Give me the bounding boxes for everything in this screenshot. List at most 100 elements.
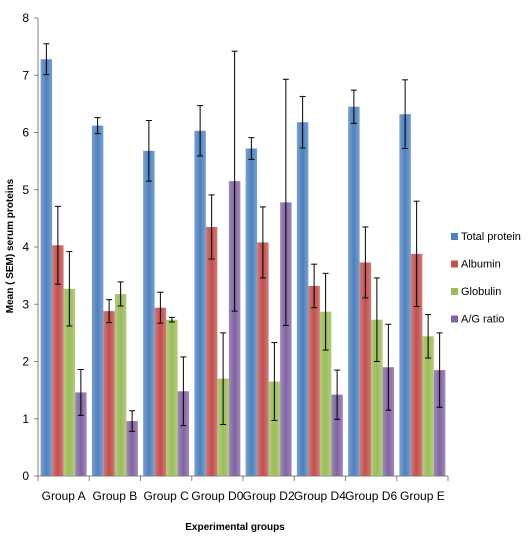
error-bar (180, 356, 187, 427)
bar (166, 319, 178, 476)
bar (280, 202, 292, 476)
bar (245, 148, 258, 476)
legend-item: Albumin (451, 259, 501, 271)
x-tick-label: Group D2 (243, 489, 295, 503)
y-axis-ticks: 0 1 2 3 4 5 6 7 8 (22, 11, 38, 483)
bar (382, 367, 395, 476)
bar (126, 421, 138, 476)
legend-swatch (451, 260, 458, 268)
bar (52, 245, 64, 476)
error-bar (436, 332, 443, 408)
bar (359, 262, 372, 476)
y-axis-label: Mean ( SEM) serum proteins (5, 178, 16, 313)
bar (371, 319, 383, 476)
bar (410, 253, 423, 476)
bar (194, 130, 206, 476)
y-tick-label: 1 (22, 412, 29, 426)
error-bar (117, 281, 124, 307)
legend-label: Globulin (461, 286, 501, 298)
error-bar (271, 342, 278, 421)
bar (217, 378, 229, 476)
x-tick-label: Group D0 (191, 489, 243, 503)
error-bar (197, 105, 204, 157)
x-tick-label: Group E (400, 489, 445, 503)
error-bar (259, 206, 266, 279)
bar (268, 381, 281, 476)
error-bar (129, 410, 136, 432)
bar (308, 285, 320, 476)
error-bar (373, 277, 380, 362)
error-bar (145, 119, 152, 182)
error-bar (168, 316, 175, 323)
x-tick-label: Group D6 (345, 489, 397, 503)
error-bar (362, 226, 369, 299)
error-bar (94, 117, 101, 135)
bar (228, 181, 241, 476)
error-bar (322, 272, 329, 351)
y-tick-label: 6 (22, 126, 29, 140)
legend-label: A/G ratio (461, 314, 504, 326)
bar (63, 288, 76, 476)
error-bar (248, 137, 255, 160)
bar (399, 114, 411, 477)
error-bar (220, 332, 227, 425)
error-bar (282, 78, 289, 326)
bar (331, 394, 343, 476)
x-tick-label: Group C (143, 489, 189, 503)
error-bar (106, 299, 113, 324)
error-bar (425, 314, 432, 359)
bar (319, 311, 332, 476)
x-axis-ticks: Group A Group B Group C Group D0 Group D2 Gro… (37, 476, 449, 503)
bar (91, 125, 104, 476)
error-bar (385, 323, 392, 411)
bar (75, 392, 87, 476)
legend-swatch (451, 315, 458, 323)
bar (433, 370, 446, 476)
error-bar (231, 50, 238, 312)
error-bar (43, 43, 50, 76)
legend: Total protein Albumin Globulin A/G ratio (451, 231, 521, 326)
bar (296, 122, 309, 476)
y-tick-label: 7 (22, 68, 29, 82)
x-axis-label: Experimental groups (185, 522, 285, 533)
bar (348, 106, 360, 477)
legend-item: Globulin (451, 286, 501, 298)
error-bar (350, 89, 357, 124)
bar (422, 336, 434, 476)
bar (114, 293, 127, 476)
error-bar (413, 200, 420, 308)
error-bar (77, 369, 84, 416)
x-tick-label: Group D4 (294, 489, 346, 503)
bar (143, 150, 155, 476)
error-bar (311, 263, 318, 309)
bar (40, 59, 53, 476)
y-tick-label: 8 (22, 11, 29, 25)
error-bar (402, 79, 409, 150)
y-tick-label: 2 (22, 355, 29, 369)
y-tick-label: 0 (22, 469, 29, 483)
error-bar (334, 369, 341, 420)
error-bar (157, 291, 164, 324)
plot-area (37, 18, 448, 477)
bar (205, 226, 218, 476)
bar (177, 391, 190, 476)
legend-item: A/G ratio (451, 314, 504, 326)
legend-swatch (451, 233, 458, 240)
x-tick-label: Group A (42, 489, 86, 503)
error-bar (208, 194, 215, 260)
error-bar (66, 251, 73, 327)
legend-item: Total protein (451, 231, 521, 243)
y-tick-label: 3 (22, 297, 29, 311)
y-tick-label: 5 (22, 183, 29, 197)
x-tick-label: Group B (93, 489, 138, 503)
bar (154, 307, 167, 476)
legend-swatch (451, 288, 458, 295)
bar (103, 311, 115, 476)
y-tick-label: 4 (22, 240, 29, 254)
error-bar (54, 205, 61, 285)
legend-label: Albumin (461, 259, 501, 271)
legend-label: Total protein (461, 231, 521, 243)
error-bar (299, 95, 306, 149)
bar (257, 242, 269, 476)
